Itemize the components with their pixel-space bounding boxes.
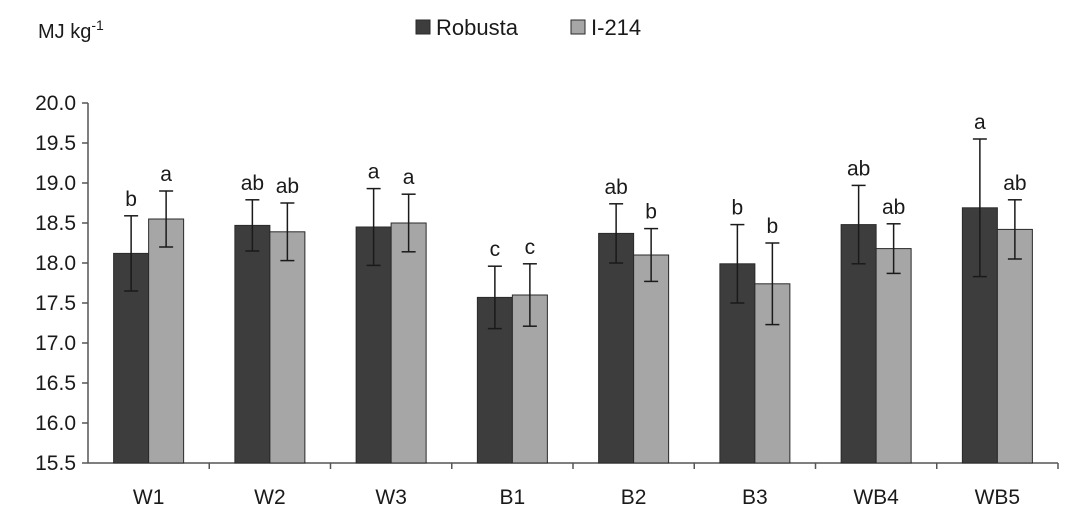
y-tick-label: 16.5	[35, 372, 76, 395]
bar-i214	[390, 222, 427, 464]
y-tick-label: 19.5	[35, 132, 76, 155]
x-tick-label: B3	[742, 486, 768, 509]
bar-robusta	[234, 224, 271, 464]
legend-label-i214: I-214	[591, 15, 641, 40]
x-tick-label: B1	[500, 486, 526, 509]
significance-letter: a	[974, 111, 986, 134]
significance-letter: a	[403, 166, 415, 189]
significance-letter: a	[368, 161, 380, 184]
significance-letter: a	[160, 163, 172, 186]
x-tick-label: W3	[375, 486, 407, 509]
significance-letter: ab	[604, 176, 627, 199]
legend-swatch-i214	[570, 19, 586, 35]
significance-letter: ab	[882, 196, 905, 219]
bar-i214	[269, 231, 306, 464]
y-tick-label: 15.5	[35, 452, 76, 475]
x-tick-label: W1	[133, 486, 165, 509]
y-tick-label: 20.0	[35, 92, 76, 115]
y-tick-label: 18.5	[35, 212, 76, 235]
y-tick-label: 16.0	[35, 412, 76, 435]
significance-letter: ab	[276, 175, 299, 198]
y-tick-label: 19.0	[35, 172, 76, 195]
bar-i214	[996, 228, 1033, 464]
significance-letter: ab	[241, 172, 264, 195]
significance-letter: b	[645, 201, 657, 224]
y-axis-unit-text: MJ kg	[38, 21, 91, 43]
significance-letter: c	[490, 238, 501, 261]
significance-letter: ab	[1003, 172, 1026, 195]
bars	[113, 207, 1033, 464]
x-tick-label: WB5	[975, 486, 1021, 509]
significance-letter: b	[767, 215, 779, 238]
error-bars	[124, 138, 1022, 330]
y-axis-unit-label: MJ kg-1	[38, 17, 104, 43]
bar-robusta	[598, 232, 635, 464]
y-tick-label: 17.0	[35, 332, 76, 355]
bar-i214	[148, 218, 185, 464]
legend-swatch-robusta	[415, 19, 431, 35]
y-tick-label: 17.5	[35, 292, 76, 315]
y-tick-label: 18.0	[35, 252, 76, 275]
x-tick-label: B2	[621, 486, 647, 509]
significance-letter: b	[125, 188, 137, 211]
y-axis-unit-superscript: -1	[91, 17, 104, 33]
bar-robusta	[355, 226, 392, 464]
legend-label-robusta: Robusta	[436, 15, 519, 40]
legend: Robusta I-214	[415, 15, 641, 40]
significance-letter: b	[732, 197, 744, 220]
bar-i214	[875, 248, 912, 464]
x-tick-label: W2	[254, 486, 286, 509]
axes: 20.0 19.5 19.0 18.5 18.0 17.5 17.0 16.5 16.0 15.5…	[35, 92, 1059, 509]
significance-letter: ab	[847, 157, 870, 180]
significance-letter: c	[525, 236, 536, 259]
x-tick-label: WB4	[853, 486, 899, 509]
bar-i214	[633, 254, 670, 464]
